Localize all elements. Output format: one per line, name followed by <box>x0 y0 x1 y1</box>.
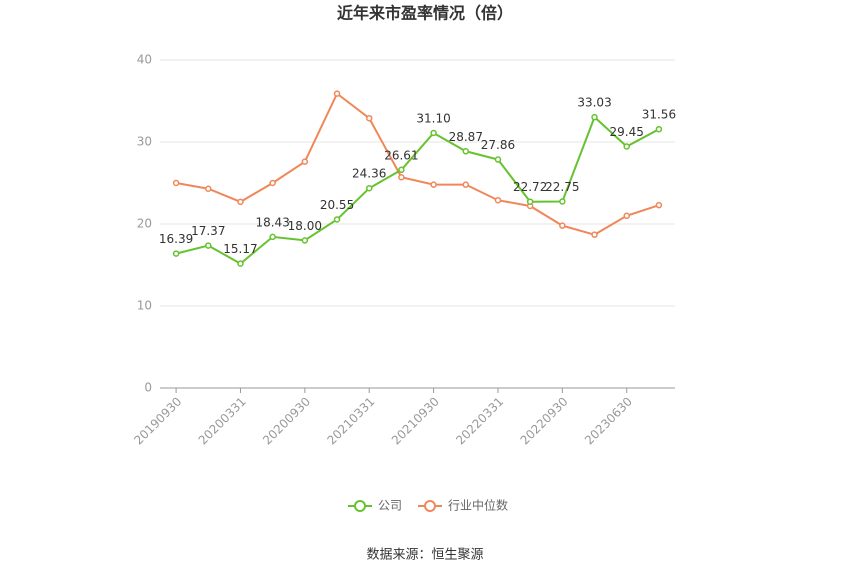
data-label: 20.55 <box>320 198 354 212</box>
data-label: 16.39 <box>159 232 193 246</box>
x-tick-label: 20210331 <box>324 394 377 447</box>
point <box>655 125 663 133</box>
point <box>333 90 341 97</box>
point <box>526 198 534 205</box>
data-label: 15.17 <box>223 242 257 256</box>
x-tick-label: 20210930 <box>389 394 442 447</box>
point <box>591 231 598 238</box>
data-label: 26.61 <box>384 148 418 162</box>
point <box>430 181 437 188</box>
point <box>365 184 373 192</box>
point <box>172 179 180 187</box>
point <box>494 196 502 204</box>
point <box>623 143 630 150</box>
point <box>462 148 470 155</box>
point <box>365 114 373 122</box>
point <box>398 174 405 181</box>
point <box>559 222 566 229</box>
point <box>205 242 212 249</box>
legend-marker <box>424 500 436 512</box>
point <box>398 166 405 174</box>
y-tick-label: 0 <box>144 381 152 395</box>
point <box>301 158 309 165</box>
point <box>301 237 309 244</box>
data-label: 28.87 <box>449 130 483 144</box>
data-label: 31.56 <box>642 108 676 122</box>
data-label: 27.86 <box>481 138 515 152</box>
x-tick-label: 20220331 <box>453 394 506 447</box>
point <box>623 212 630 220</box>
point <box>591 113 598 121</box>
point <box>237 260 244 267</box>
chart-title: 近年来市盈率情况（倍） <box>337 4 513 23</box>
x-tick-label: 20230630 <box>582 394 635 447</box>
data-label: 22.72 <box>513 180 547 194</box>
legend-marker <box>354 500 366 512</box>
point <box>269 179 276 187</box>
y-tick-label: 10 <box>137 299 152 313</box>
point <box>237 198 244 206</box>
point <box>559 198 566 205</box>
data-label: 29.45 <box>610 125 644 139</box>
series-line <box>175 92 660 236</box>
legend-label: 公司 <box>378 499 402 513</box>
x-tick-label: 20220930 <box>518 394 571 447</box>
y-tick-label: 40 <box>137 53 152 67</box>
point <box>462 181 470 188</box>
data-label: 33.03 <box>577 96 611 110</box>
point <box>430 129 437 137</box>
point <box>205 185 212 192</box>
x-tick-label: 20200331 <box>196 394 249 447</box>
point <box>269 233 276 241</box>
point <box>494 156 502 163</box>
data-label: 18.43 <box>255 215 289 229</box>
source: 数据来源：恒生聚源 <box>366 548 483 563</box>
point <box>333 216 341 223</box>
series-line <box>175 115 660 265</box>
x-tick-label: 20200930 <box>260 394 313 447</box>
data-label: 18.00 <box>288 219 322 233</box>
data-label: 31.10 <box>416 111 450 125</box>
point <box>172 250 180 257</box>
point <box>655 201 663 209</box>
data-label: 22.75 <box>545 180 579 194</box>
legend-label: 行业中位数 <box>448 498 508 513</box>
y-tick-label: 20 <box>137 217 152 231</box>
x-tick-label: 20190930 <box>131 394 184 447</box>
data-label: 24.36 <box>352 167 386 181</box>
data-label: 17.37 <box>191 224 225 238</box>
y-tick-label: 30 <box>137 135 152 149</box>
